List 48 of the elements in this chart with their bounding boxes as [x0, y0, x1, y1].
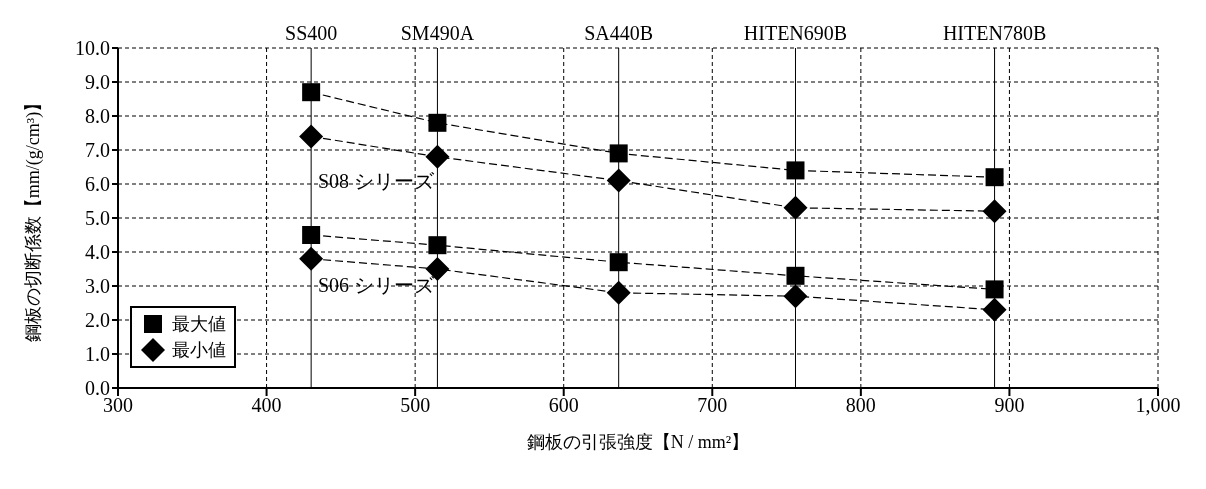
y-tick-label: 1.0 [85, 343, 110, 366]
x-axis-title: 鋼板の引張強度【N / mm²】 [526, 432, 750, 452]
x-tick-label: 300 [103, 394, 133, 417]
ref-line-label: HITEN780B [942, 22, 1047, 44]
point [985, 168, 1004, 187]
x-tick-label: 1,000 [1135, 394, 1181, 417]
y-tick-label: 10.0 [75, 37, 110, 60]
point [606, 280, 631, 305]
point [428, 113, 447, 132]
point [786, 266, 805, 285]
point [606, 168, 631, 193]
point [299, 246, 324, 271]
ref-line-label: SS400 [285, 22, 338, 44]
point [302, 226, 321, 244]
ref-line-label: SM490A [400, 22, 475, 44]
point [609, 144, 628, 163]
point [425, 144, 450, 169]
point [783, 195, 808, 220]
x-tick-label: 600 [548, 394, 579, 417]
annotation: S06 シリーズ [318, 274, 436, 296]
y-tick-label: 5.0 [85, 207, 110, 230]
y-tick-label: 2.0 [85, 309, 110, 332]
legend-label: 最小値 [172, 339, 226, 362]
legend-label: 最大値 [172, 313, 226, 336]
point [786, 161, 805, 180]
y-tick-label: 8.0 [85, 105, 110, 128]
y-tick-label: 9.0 [85, 71, 110, 94]
x-tick-label: 500 [400, 394, 431, 417]
point [428, 236, 447, 255]
x-tick-label: 900 [994, 394, 1025, 417]
point [302, 83, 321, 102]
ref-line-label: SA440B [584, 22, 654, 44]
point [985, 280, 1004, 299]
point [982, 199, 1007, 224]
y-tick-label: 7.0 [85, 139, 110, 162]
point [609, 253, 628, 272]
y-tick-label: 6.0 [85, 173, 110, 196]
annotation: S08 シリーズ [318, 170, 436, 192]
point [783, 284, 808, 309]
x-tick-label: 800 [845, 394, 876, 417]
x-tick-label: 700 [697, 394, 728, 417]
y-tick-label: 3.0 [85, 275, 110, 298]
point [982, 297, 1007, 322]
y-tick-label: 4.0 [85, 241, 110, 264]
ref-line-label: HITEN690B [743, 22, 848, 44]
point [299, 124, 324, 149]
y-axis-title: 鋼板の切断係数【mm/(g/cm³)】 [23, 93, 45, 343]
x-tick-label: 400 [251, 394, 282, 417]
